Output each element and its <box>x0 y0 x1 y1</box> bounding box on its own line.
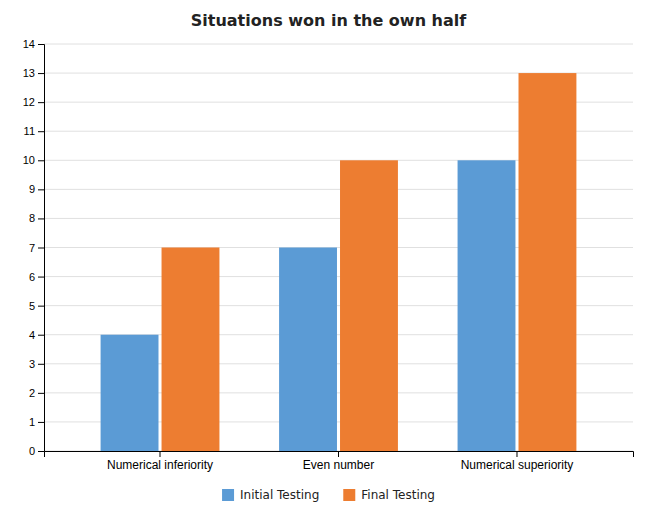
tick-label: 8 <box>29 212 35 224</box>
tick-mark <box>38 422 44 423</box>
tick: Even number <box>303 451 374 472</box>
tick-mark <box>38 277 44 278</box>
legend-swatch <box>222 489 234 501</box>
grid-line <box>44 44 633 45</box>
tick: Numerical inferiority <box>107 451 213 472</box>
y-axis: 01234567891011121314 <box>23 38 45 457</box>
tick-mark <box>160 451 161 457</box>
tick-label: 13 <box>23 67 35 79</box>
tick-mark <box>38 335 44 336</box>
tick-label: Numerical inferiority <box>107 458 213 472</box>
x-axis: Numerical inferiority Even number Numerica… <box>45 451 634 472</box>
tick-label: 10 <box>23 154 35 166</box>
tick-mark <box>38 364 44 365</box>
bars <box>101 73 577 451</box>
tick: 6 <box>29 271 44 283</box>
axis-line <box>45 452 634 458</box>
plot: 01234567891011121314Numerical inferiorit… <box>23 38 634 472</box>
grid <box>44 44 633 451</box>
title: Situations won in the own half <box>191 11 468 30</box>
tick: 8 <box>29 212 44 224</box>
tick-mark <box>38 102 44 103</box>
tick-mark <box>38 248 44 249</box>
series <box>101 160 516 451</box>
bar <box>101 335 159 451</box>
tick: 3 <box>29 358 44 370</box>
tick-mark <box>38 160 44 161</box>
tick: 10 <box>23 154 44 166</box>
tick-label: 12 <box>23 96 35 108</box>
tick-label: 11 <box>24 125 35 137</box>
tick: 9 <box>29 183 44 195</box>
tick-mark <box>38 451 44 452</box>
tick-mark <box>38 189 44 190</box>
tick-label: 14 <box>23 38 35 50</box>
bar <box>519 73 577 451</box>
tick-label: 3 <box>29 358 35 370</box>
tick-mark <box>38 393 44 394</box>
tick-label: Even number <box>303 458 374 472</box>
tick: 1 <box>29 416 44 428</box>
tick-label: 0 <box>29 445 35 457</box>
tick: 2 <box>29 387 44 399</box>
tick: 13 <box>23 67 44 79</box>
tick-mark <box>338 451 339 457</box>
tick-mark <box>38 306 44 307</box>
tick-label: 5 <box>29 300 35 312</box>
tick-label: 4 <box>29 329 35 341</box>
tick-mark <box>38 44 44 45</box>
legend-item: Final Testing <box>343 488 435 502</box>
chart: 01234567891011121314Numerical inferiorit… <box>0 0 657 529</box>
axis-line <box>38 45 45 452</box>
legend-swatch <box>343 489 355 501</box>
bar <box>279 248 337 452</box>
tick: 14 <box>23 38 44 50</box>
tick: Numerical superiority <box>461 451 574 472</box>
tick-mark <box>38 131 44 132</box>
tick: 12 <box>23 96 44 108</box>
bar <box>340 160 398 451</box>
tick-mark <box>516 451 517 457</box>
tick-label: 2 <box>29 387 35 399</box>
tick-label: 6 <box>29 271 35 283</box>
tick: 7 <box>29 242 44 254</box>
tick: 0 <box>29 445 44 457</box>
tick-label: 7 <box>29 242 35 254</box>
tick: 4 <box>29 329 44 341</box>
bar <box>162 248 220 452</box>
tick: 11 <box>24 125 44 137</box>
legend-label: Final Testing <box>361 488 435 502</box>
tick-mark <box>38 73 44 74</box>
tick: 5 <box>29 300 44 312</box>
bar <box>458 160 516 451</box>
legend-label: Initial Testing <box>240 488 319 502</box>
legend: Initial Testing Final Testing <box>222 488 435 502</box>
legend-item: Initial Testing <box>222 488 319 502</box>
tick-label: Numerical superiority <box>461 458 574 472</box>
series <box>162 73 577 451</box>
tick-label: 1 <box>29 416 35 428</box>
tick-mark <box>38 218 44 219</box>
tick-label: 9 <box>29 183 35 195</box>
